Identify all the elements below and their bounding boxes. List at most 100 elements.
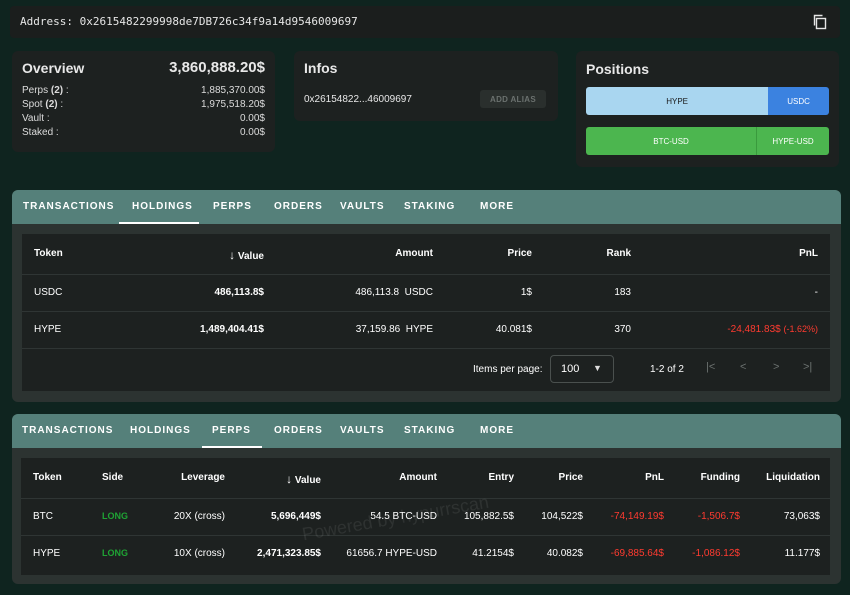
overview-row-vault: Vault : 0.00$ <box>22 113 265 124</box>
row-divider <box>22 274 830 275</box>
spot-segment-usdc[interactable]: USDC <box>768 87 829 115</box>
overview-row-label: Perps <box>22 85 49 96</box>
tab-perps[interactable]: PERPS <box>213 201 252 212</box>
sort-arrow-icon: ↓ <box>229 248 236 262</box>
cell-pnl: -24,481.83$ (-1.62%) <box>727 324 818 335</box>
col-header-funding[interactable]: Funding <box>700 472 740 483</box>
first-page-icon[interactable]: |< <box>706 361 716 373</box>
tab-staking[interactable]: STAKING <box>404 425 456 436</box>
overview-total: 3,860,888.20$ <box>169 59 265 76</box>
tab-vaults[interactable]: VAULTS <box>340 425 385 436</box>
col-header-side[interactable]: Side <box>102 472 124 483</box>
address-value: 0x2615482299998de7DB726c34f9a14d95460096… <box>79 15 358 28</box>
positions-card: Positions HYPE USDC BTC-USD HYPE-USD <box>576 51 839 167</box>
cell-amount-unit: HYPE <box>405 324 433 335</box>
cell-leverage: 20X (cross) <box>173 511 225 522</box>
active-tab-indicator <box>119 222 199 224</box>
row-divider <box>21 498 830 499</box>
perp-segment-hype[interactable]: HYPE-USD <box>756 127 829 155</box>
last-page-icon[interactable]: >| <box>803 361 813 373</box>
col-header-price[interactable]: Price <box>507 248 532 259</box>
add-alias-button[interactable]: ADD ALIAS <box>480 90 546 108</box>
cell-amount: 37,159.86 HYPE <box>356 324 433 335</box>
spot-segment-hype[interactable]: HYPE <box>586 87 769 115</box>
col-header-leverage[interactable]: Leverage <box>181 472 225 483</box>
cell-side: LONG <box>102 511 128 521</box>
items-per-page-label: Items per page: <box>473 364 543 375</box>
tab-perps[interactable]: PERPS <box>212 425 251 436</box>
address-text: Address: 0x2615482299998de7DB726c34f9a14… <box>20 15 358 28</box>
col-header-price[interactable]: Price <box>558 472 583 483</box>
cell-rank: 370 <box>614 324 631 335</box>
cell-amount: 486,113.8 USDC <box>355 287 433 298</box>
tab-bar: TRANSACTIONS HOLDINGS PERPS ORDERS VAULT… <box>12 190 841 224</box>
copy-icon[interactable] <box>812 14 828 30</box>
col-header-pnl[interactable]: PnL <box>645 472 664 483</box>
cell-pnl: - <box>814 287 818 298</box>
table-row: HYPE LONG 10X (cross) 2,471,323.85$ 6165… <box>21 536 830 572</box>
cell-value: 486,113.8$ <box>214 287 265 298</box>
tab-orders[interactable]: ORDERS <box>274 425 323 436</box>
items-per-page-select[interactable]: 100 ▼ <box>550 355 614 383</box>
overview-row-label: Vault <box>22 113 45 124</box>
cell-value: 2,471,323.85$ <box>257 548 321 559</box>
cell-leverage: 10X (cross) <box>173 548 225 559</box>
overview-row-count: (2) <box>45 99 58 110</box>
perp-allocation-bar: BTC-USD HYPE-USD <box>586 127 829 155</box>
cell-rank: 183 <box>614 287 631 298</box>
cell-token: USDC <box>34 287 63 298</box>
tab-more[interactable]: MORE <box>480 425 514 436</box>
holdings-table: Token ↓ Value Amount Price Rank PnL USDC… <box>22 234 830 391</box>
col-header-value[interactable]: ↓ Value <box>286 472 321 486</box>
cell-price: 40.081$ <box>495 324 532 335</box>
row-divider <box>21 535 830 536</box>
col-header-entry[interactable]: Entry <box>488 472 514 483</box>
row-divider <box>22 348 830 349</box>
address-bar: Address: 0x2615482299998de7DB726c34f9a14… <box>10 6 840 38</box>
tab-staking[interactable]: STAKING <box>404 201 456 212</box>
perp-segment-btc[interactable]: BTC-USD <box>586 127 757 155</box>
table-row: HYPE 1,489,404.41$ 37,159.86 HYPE 40.081… <box>22 312 830 348</box>
overview-row-staked: Staked : 0.00$ <box>22 127 265 138</box>
col-header-pnl[interactable]: PnL <box>799 248 818 259</box>
overview-title: Overview <box>22 60 85 76</box>
infos-address: 0x26154822...46009697 <box>304 94 412 105</box>
cell-price: 104,522$ <box>541 511 583 522</box>
cell-amount-unit: USDC <box>404 287 433 298</box>
cell-amount-number: 486,113.8 <box>355 287 400 298</box>
cell-token: BTC <box>33 511 53 522</box>
perps-table: Token Side Leverage ↓ Value Amount Entry… <box>21 458 830 575</box>
tab-vaults[interactable]: VAULTS <box>340 201 385 212</box>
infos-card: Infos 0x26154822...46009697 ADD ALIAS <box>294 51 558 121</box>
cell-amount: 61656.7 HYPE-USD <box>346 548 437 559</box>
overview-row-perps: Perps (2) : 1,885,370.00$ <box>22 85 265 96</box>
tab-transactions[interactable]: TRANSACTIONS <box>23 201 115 212</box>
next-page-icon[interactable]: > <box>773 361 780 373</box>
tab-orders[interactable]: ORDERS <box>274 201 323 212</box>
prev-page-icon[interactable]: < <box>740 361 747 373</box>
tab-holdings[interactable]: HOLDINGS <box>132 201 193 212</box>
col-header-value[interactable]: ↓ Value <box>229 248 264 262</box>
cell-amount-number: 37,159.86 <box>355 324 401 335</box>
chevron-down-icon: ▼ <box>593 363 602 373</box>
address-label: Address: <box>20 15 73 28</box>
col-header-rank[interactable]: Rank <box>606 248 631 259</box>
cell-pnl: -69,885.64$ <box>610 548 664 559</box>
col-header-value-label: Value <box>237 251 264 262</box>
row-divider <box>22 311 830 312</box>
tab-holdings[interactable]: HOLDINGS <box>130 425 191 436</box>
items-per-page-value: 100 <box>561 363 580 375</box>
cell-entry: 105,882.5$ <box>463 511 514 522</box>
col-header-token[interactable]: Token <box>33 472 62 483</box>
col-header-token[interactable]: Token <box>34 248 63 259</box>
tab-more[interactable]: MORE <box>480 201 514 212</box>
cell-price: 40.082$ <box>546 548 583 559</box>
col-header-liquidation[interactable]: Liquidation <box>766 472 820 483</box>
col-header-amount[interactable]: Amount <box>395 248 433 259</box>
cell-funding: -1,506.7$ <box>697 511 740 522</box>
overview-row-value: 0.00$ <box>239 127 265 138</box>
overview-row-suffix: : <box>60 99 64 110</box>
col-header-amount[interactable]: Amount <box>399 472 437 483</box>
cell-pnl-value: -24,481.83$ <box>727 324 781 335</box>
tab-transactions[interactable]: TRANSACTIONS <box>22 425 114 436</box>
